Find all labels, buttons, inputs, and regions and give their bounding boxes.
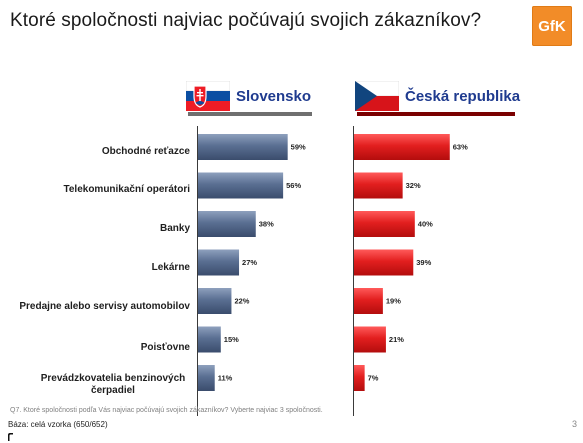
czech-value-label: 19%	[386, 297, 401, 306]
slovakia-bar	[198, 249, 240, 276]
czech-value-label: 7%	[368, 374, 379, 383]
slovakia-flag-icon	[186, 81, 230, 111]
czech-value-label: 32%	[406, 181, 421, 190]
slovakia-label: Slovensko	[236, 87, 312, 105]
slovakia-value-label: 11%	[218, 374, 233, 383]
czech-label: Česká republika	[405, 87, 521, 105]
czech-header: Česká republika	[355, 78, 520, 114]
corner-mark-icon	[8, 433, 13, 441]
slovakia-header-underline	[188, 112, 312, 116]
category-label: Prevádzkovatelia benzinových čerpadiel	[40, 373, 186, 396]
slovakia-bar	[198, 288, 232, 314]
czech-axis	[353, 126, 354, 416]
category-label: Obchodné reťazce	[101, 146, 190, 157]
category-label: Poisťovne	[140, 342, 190, 353]
czech-header-underline	[357, 112, 515, 116]
slovakia-value-label: 15%	[224, 335, 239, 344]
slovakia-bar	[198, 172, 284, 199]
czech-bar	[354, 211, 415, 237]
czech-bar	[354, 134, 450, 160]
slovakia-value-label: 27%	[242, 258, 257, 267]
czech-bar	[354, 288, 383, 314]
slovakia-value-label: 22%	[234, 297, 249, 306]
category-label: Predajne alebo servisy automobilov	[19, 301, 190, 312]
czech-value-label: 40%	[418, 220, 433, 229]
sample-base: Báza: celá vzorka (650/652)	[8, 420, 108, 429]
category-label: Telekomunikační operátori	[63, 184, 190, 195]
czech-value-label: 63%	[453, 143, 468, 152]
czech-bar	[354, 326, 386, 353]
czech-bar	[354, 172, 403, 199]
gfk-logo: GfK	[532, 6, 572, 46]
page-number: 3	[572, 419, 578, 429]
slovakia-header: Slovensko	[186, 78, 311, 114]
czech-value-label: 39%	[416, 258, 431, 267]
page-title: Ktoré spoločnosti najviac počúvajú svoji…	[10, 10, 482, 31]
question-footnote: Q7. Ktoré spoločnosti podľa Vás najviac …	[10, 407, 323, 414]
slovakia-bars: 59% 56% 38% 27% 22% 15% 11%	[198, 134, 306, 391]
czech-value-label: 21%	[389, 335, 404, 344]
slovakia-value-label: 59%	[291, 143, 306, 152]
category-label: Banky	[159, 223, 190, 234]
czech-bars: 63% 32% 40% 39% 19% 21% 7%	[354, 134, 468, 391]
slovakia-bar	[198, 211, 256, 237]
czech-flag-icon	[355, 81, 399, 111]
category-label: Lekárne	[151, 262, 190, 273]
slovakia-bar	[198, 134, 288, 160]
slovakia-axis	[197, 126, 198, 416]
czech-bar	[354, 365, 365, 391]
czech-bar	[354, 249, 414, 276]
slovakia-bar	[198, 365, 215, 391]
slovakia-value-label: 56%	[286, 181, 301, 190]
slovakia-bar	[198, 326, 221, 353]
slovakia-value-label: 38%	[259, 220, 274, 229]
